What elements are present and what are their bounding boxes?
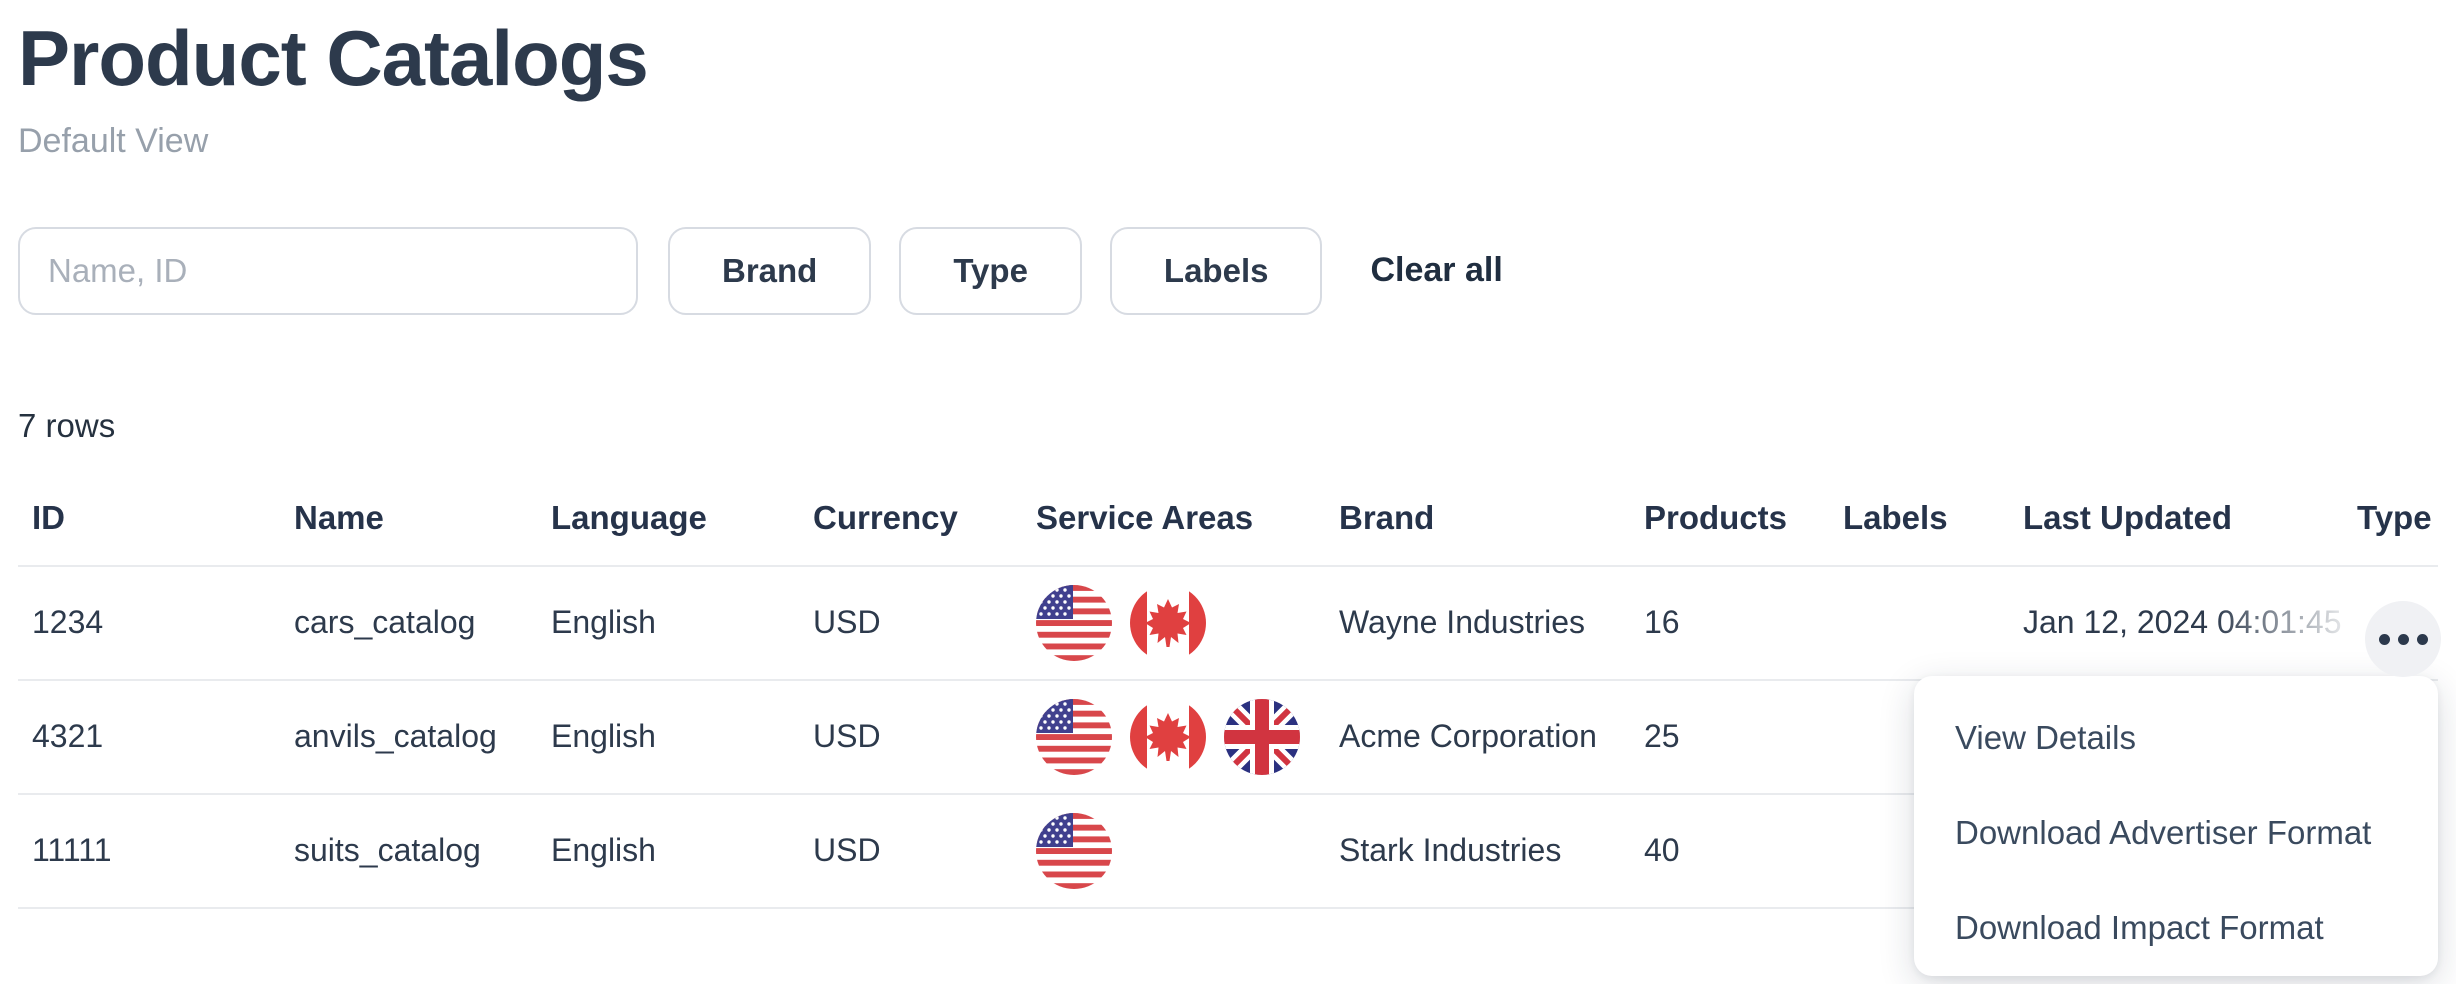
- cell-brand: Stark Industries: [1339, 832, 1562, 869]
- table-header-row: ID Name Language Currency Service Areas …: [18, 471, 2438, 567]
- cell-currency: USD: [813, 832, 881, 869]
- column-header-last-updated: Last Updated: [2023, 498, 2233, 536]
- cell-products: 40: [1644, 832, 1680, 869]
- ellipsis-icon: [2397, 633, 2409, 645]
- cell-language: English: [551, 718, 656, 755]
- cell-labels: [1829, 567, 2009, 679]
- cell-currency: USD: [813, 718, 881, 755]
- cell-name: suits_catalog: [294, 832, 481, 869]
- search-box[interactable]: [18, 226, 638, 315]
- column-header-service-areas: Service Areas: [1036, 498, 1254, 536]
- cell-brand: Wayne Industries: [1339, 604, 1586, 641]
- column-header-language: Language: [551, 498, 707, 536]
- us-flag-icon: [1036, 812, 1112, 889]
- cell-brand: Acme Corporation: [1339, 718, 1597, 755]
- table-row[interactable]: 11111 suits_catalog English USD: [18, 795, 2438, 909]
- us-flag-icon: [1036, 584, 1112, 661]
- column-header-currency: Currency: [813, 498, 958, 536]
- cell-products: 25: [1644, 718, 1680, 755]
- menu-item-download-advertiser-format[interactable]: Download Advertiser Format: [1955, 813, 2372, 851]
- table-row[interactable]: 4321 anvils_catalog English USD: [18, 681, 2438, 795]
- cell-last-updated: Jan 12, 2024 04:01:45: [2009, 566, 2403, 679]
- cell-name: anvils_catalog: [294, 718, 497, 755]
- cell-products: 16: [1644, 604, 1680, 641]
- column-header-id: ID: [32, 498, 65, 536]
- cell-service-areas: [1022, 681, 1325, 793]
- type-filter-button[interactable]: Type: [899, 226, 1082, 315]
- page-title: Product Catalogs: [18, 14, 649, 102]
- ellipsis-icon: [2416, 633, 2428, 645]
- cell-language: English: [551, 604, 656, 641]
- search-input[interactable]: [48, 251, 608, 290]
- row-actions-menu: View Details Download Advertiser Format …: [1914, 676, 2438, 976]
- row-actions-button[interactable]: [2365, 601, 2441, 677]
- brand-filter-button[interactable]: Brand: [668, 226, 872, 315]
- uk-flag-icon: [1224, 698, 1300, 775]
- cell-language: English: [551, 832, 656, 869]
- table-row[interactable]: 1234 cars_catalog English USD: [18, 566, 2438, 681]
- column-header-labels: Labels: [1843, 498, 1948, 536]
- column-header-brand: Brand: [1339, 498, 1435, 536]
- view-subtitle: Default View: [18, 121, 209, 160]
- cell-service-areas: [1022, 795, 1325, 907]
- row-count-label: 7 rows: [18, 406, 116, 444]
- clear-all-button[interactable]: Clear all: [1370, 251, 1503, 290]
- us-flag-icon: [1036, 698, 1112, 775]
- column-header-name: Name: [294, 498, 384, 536]
- cell-name: cars_catalog: [294, 604, 476, 641]
- labels-filter-button[interactable]: Labels: [1109, 226, 1323, 315]
- canada-flag-icon: [1130, 584, 1206, 661]
- filter-bar: Brand Type Labels Clear all: [18, 226, 2438, 315]
- last-updated-value: Jan 12, 2024 04:01:45: [2023, 604, 2342, 641]
- cell-id: 1234: [32, 604, 104, 641]
- cell-service-areas: [1022, 567, 1325, 679]
- catalogs-table: ID Name Language Currency Service Areas …: [18, 471, 2438, 909]
- column-header-type: Type: [2357, 498, 2432, 536]
- ellipsis-icon: [2378, 633, 2390, 645]
- cell-id: 4321: [32, 718, 104, 755]
- menu-item-view-details[interactable]: View Details: [1955, 718, 2136, 756]
- cell-currency: USD: [813, 604, 881, 641]
- column-header-products: Products: [1644, 498, 1788, 536]
- cell-id: 11111: [32, 832, 112, 869]
- canada-flag-icon: [1130, 698, 1206, 775]
- menu-item-download-impact-format[interactable]: Download Impact Format: [1955, 908, 2324, 946]
